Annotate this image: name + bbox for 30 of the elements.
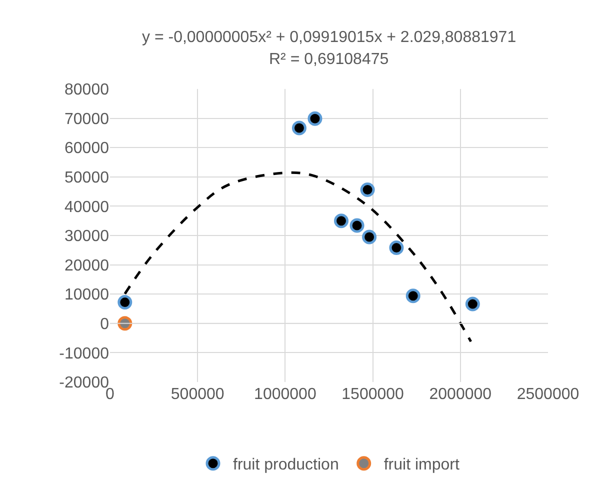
y-tick-label: -10000 (59, 345, 110, 362)
point (389, 240, 404, 256)
x-tick-label: 1000000 (254, 386, 316, 403)
point (406, 288, 420, 304)
y-tick-label: 70000 (64, 110, 110, 128)
text: y = -0,00000005x² + 0,09919015x + 2.029,80881971 (142, 29, 516, 46)
x-tick-label: 2000000 (429, 386, 492, 403)
y-tick-label: 30000 (64, 228, 110, 246)
point (118, 295, 132, 310)
y-tick-label: 20000 (64, 257, 110, 274)
x-tick-label: 1500000 (342, 386, 404, 403)
point (360, 182, 375, 198)
text: R² = 0,69108475 (269, 51, 389, 68)
y-tick-label: 10000 (64, 286, 110, 304)
point (465, 296, 480, 312)
legend-label: fruit import (384, 456, 460, 474)
y-tick-label: 40000 (64, 198, 110, 216)
point (334, 214, 349, 228)
y-tick-label: 50000 (64, 170, 110, 186)
x-tick-label: 500000 (170, 386, 224, 403)
legend-label: fruit production (233, 456, 339, 474)
point (362, 230, 377, 244)
y-tick-label: 60000 (64, 140, 110, 158)
y-tick-label: 0 (100, 316, 110, 333)
point (118, 316, 132, 331)
y-tick-label: 80000 (64, 82, 110, 99)
point (292, 120, 306, 136)
point (350, 218, 364, 233)
x-tick-label: 2500000 (516, 386, 580, 403)
point (308, 111, 322, 126)
